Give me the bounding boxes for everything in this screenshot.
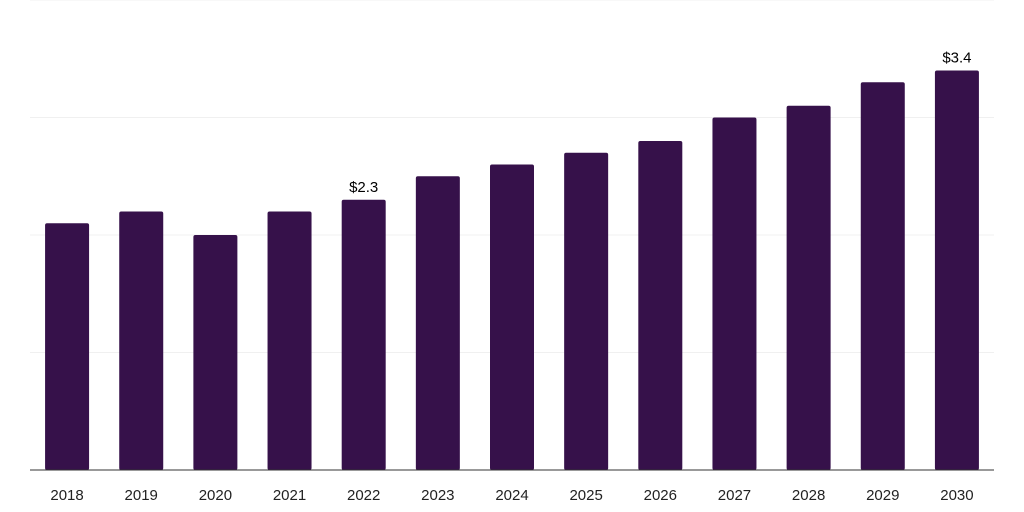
- x-tick-label: 2022: [347, 487, 380, 504]
- bar-2026: [638, 141, 683, 470]
- bar-2030: [934, 70, 979, 470]
- data-labels: $2.3 $3.4: [349, 50, 971, 196]
- bar-2021: [267, 211, 312, 470]
- x-tick-label: 2030: [940, 487, 973, 504]
- x-tick-label: 2018: [50, 487, 83, 504]
- x-tick-label: 2020: [199, 487, 232, 504]
- bar-2025: [564, 152, 609, 470]
- data-label-2022: $2.3: [349, 179, 378, 196]
- x-tick-label: 2019: [125, 487, 158, 504]
- bar-2022: [341, 199, 386, 470]
- bar-2023: [415, 176, 460, 470]
- bar-2024: [490, 164, 534, 470]
- bar-2019: [119, 211, 164, 470]
- x-tick-label: 2023: [421, 487, 454, 504]
- data-label-2030: $3.4: [942, 50, 971, 67]
- x-tick-label: 2026: [644, 487, 677, 504]
- x-tick-label: 2025: [569, 487, 602, 504]
- x-tick-labels: 2018 2019 2020 2021 2022 2023 2024 2025 2026 2027…: [50, 487, 973, 504]
- x-tick-label: 2027: [718, 487, 751, 504]
- x-tick-label: 2028: [792, 487, 825, 504]
- bar-2029: [860, 82, 905, 470]
- bar-2028: [786, 105, 831, 470]
- x-tick-label: 2029: [866, 487, 899, 504]
- bars: [45, 70, 979, 470]
- bar-2020: [193, 235, 238, 470]
- x-tick-label: 2021: [273, 487, 306, 504]
- bar-2027: [712, 117, 757, 470]
- bar-2018: [45, 223, 90, 470]
- x-tick-label: 2024: [495, 487, 528, 504]
